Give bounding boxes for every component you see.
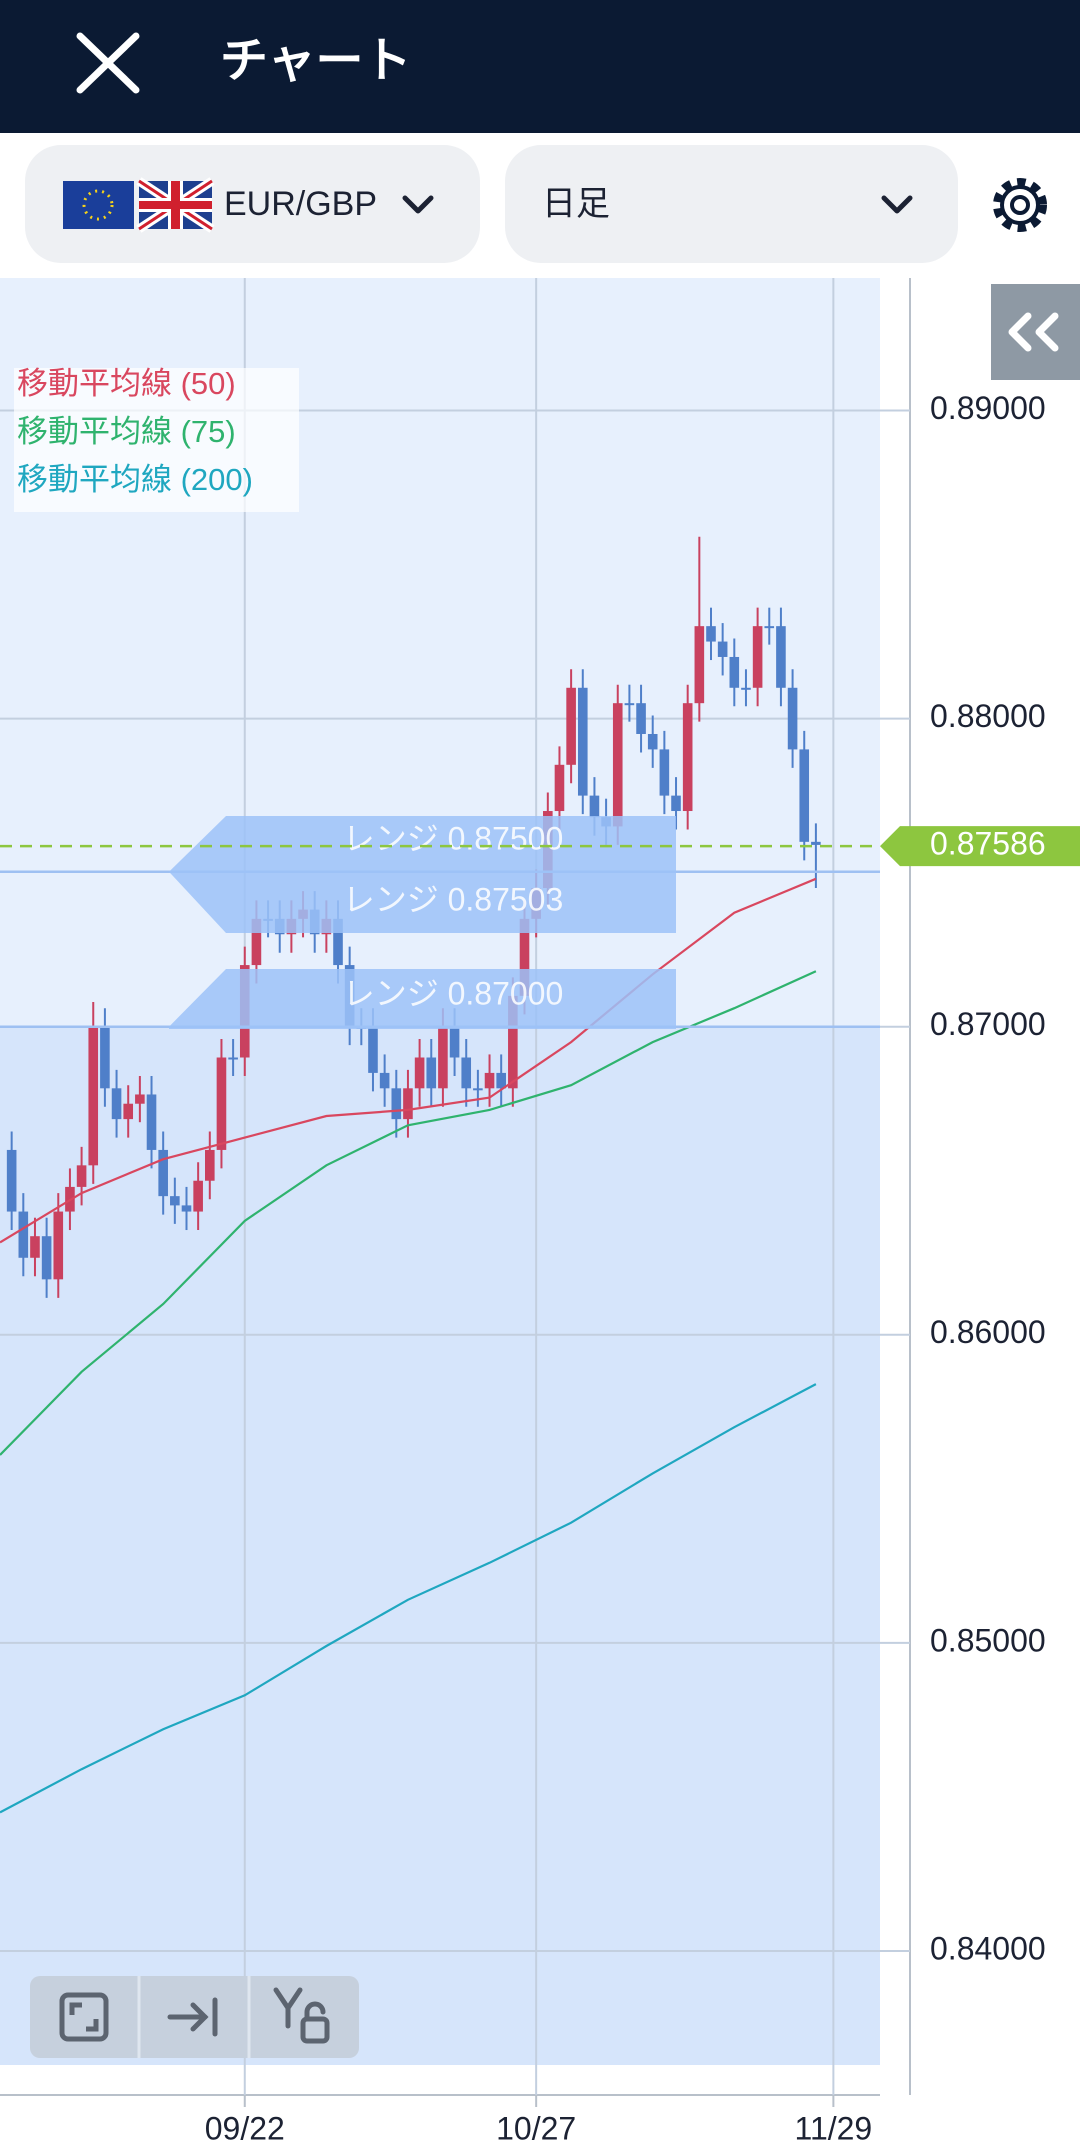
x-tick-label: 09/22 [205,2110,285,2146]
candle-body [146,1094,157,1150]
candle-body [18,1211,29,1258]
candle-body [100,1026,110,1089]
y-tick-label: 0.86000 [930,1314,1046,1350]
candle-body [6,1149,17,1212]
range-label: レンジ 0.87500 [343,820,564,856]
eu-flag [63,181,134,229]
legend-entry: 移動平均線 (200) [17,462,253,497]
candle-body [379,1072,390,1089]
candle-body [508,995,518,1089]
fit-button[interactable] [59,1992,109,2042]
candle-body [135,1094,145,1104]
candle-body [577,687,588,796]
x-tick-label: 10/27 [496,2110,576,2146]
header-bar [0,0,1080,133]
candle-body [694,626,705,704]
candle-body [123,1103,134,1120]
candle-body [706,626,716,642]
candle-body [193,1180,203,1212]
candle-body [496,1072,506,1089]
y-tick-label: 0.87000 [930,1006,1046,1042]
candle-body [170,1196,180,1206]
candle-body [88,1026,99,1166]
y-tick-label: 0.84000 [930,1930,1046,1966]
candle-body [333,918,343,966]
y-tick-label: 0.85000 [930,1622,1046,1658]
uk-flag [136,177,215,233]
candle-body [228,1057,238,1060]
candle-body [76,1165,87,1187]
candle-body [811,841,821,845]
range-label: レンジ 0.87503 [343,881,564,917]
range-box [169,969,676,1029]
settings-button[interactable] [993,178,1047,232]
candle-body [752,626,763,688]
legend-entry: 移動平均線 (75) [17,414,236,449]
candle-body [391,1088,402,1120]
timeframe-label: 日足 [542,185,610,223]
current-price-tag [880,826,1080,867]
range-label: レンジ 0.87000 [343,975,564,1011]
legend-box [14,368,299,512]
candle-body [589,795,600,818]
candle-body [636,703,646,734]
candle-body [776,626,786,688]
candle-body [799,749,810,842]
candle-body [368,1026,378,1073]
y-tick-label: 0.89000 [930,390,1046,426]
candle-body [30,1236,40,1258]
current-price-label: 0.87586 [930,826,1046,862]
candle-body [426,1057,437,1089]
candle-body [764,626,775,629]
timeframe-selector[interactable] [505,145,958,263]
x-tick-label: 11/29 [795,2110,873,2146]
candle-body [53,1211,64,1280]
legend-entry: 移動平均線 (50) [17,366,236,401]
candle-body [473,1088,483,1091]
candle-body [216,1057,227,1150]
candle-body [729,656,740,688]
pair-selector[interactable] [25,145,480,263]
ma-line [0,1383,817,1814]
candle-body [671,795,681,812]
candle-body [741,687,751,690]
candle-body [612,703,623,827]
candle-body [787,687,798,750]
candle-body [158,1149,168,1197]
candle-body [251,918,262,966]
close-button[interactable] [76,32,140,94]
candle-body [659,749,670,796]
candle-body [205,1149,215,1181]
candle-body [554,764,565,812]
candle-body [111,1088,122,1120]
candle-body [519,918,530,996]
candle-body [682,703,693,812]
candle-body [438,1026,448,1089]
y-tick-label: 0.88000 [930,698,1046,734]
candle-body [717,641,728,657]
candle-body [647,733,658,750]
candle-body [624,703,635,706]
double-chevron [1008,312,1059,352]
overlay: レンジ 0.87500 レンジ 0.87503 レンジ 0.87000 0.87586 [0,816,1080,1029]
candle-body [449,1026,460,1058]
candle-body [41,1236,52,1280]
candle-body [484,1072,495,1089]
candle-body [566,687,576,765]
y-lock-button[interactable] [273,1987,330,2044]
candle-body [181,1205,192,1212]
header-title: チャート [220,35,412,88]
ma-line [0,970,817,1456]
chevron [402,195,434,214]
jump-latest-button[interactable] [167,1997,218,2037]
chevron [881,195,913,214]
grid: 0.84000 0.85000 0.86000 0.87000 0.88000 0.890… [0,278,1046,2146]
pair-label: EUR/GBP [224,185,377,223]
candle-body [414,1057,425,1089]
ma-line [0,877,817,1244]
candle-body [461,1057,472,1089]
candle-body [403,1088,413,1120]
